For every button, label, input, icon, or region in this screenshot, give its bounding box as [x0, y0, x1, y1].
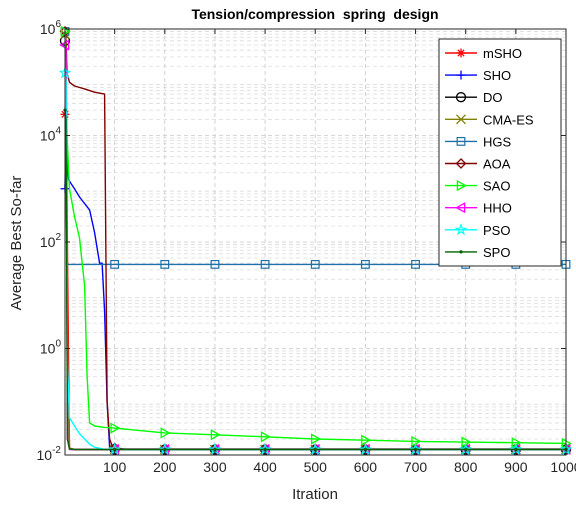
x-tick-label: 200	[153, 459, 177, 475]
legend: mSHO SHO DO CMA-ES HGS AOA SAO HHO PSO SPO	[438, 38, 562, 267]
legend-item-pso: PSO	[445, 223, 510, 238]
data-point	[110, 259, 120, 269]
data-point	[411, 259, 420, 269]
data-point	[113, 447, 117, 452]
legend-marker	[456, 48, 466, 58]
data-point	[361, 434, 372, 446]
x-axis-title: Itration	[292, 486, 338, 503]
y-tick-label: 100	[40, 339, 62, 357]
legend-item-msho: mSHO	[445, 46, 522, 61]
data-point	[263, 447, 267, 452]
legend-label: CMA-ES	[483, 112, 534, 127]
legend-label: HGS	[483, 134, 512, 149]
legend-marker	[455, 92, 467, 103]
x-tick-label: 900	[504, 459, 528, 475]
x-tick-label: 1000	[550, 459, 576, 475]
data-point	[210, 429, 221, 441]
y-axis-title: Average Best So-far	[8, 176, 25, 311]
marker-stroke	[456, 114, 466, 125]
marker-stroke	[457, 49, 465, 57]
y-tick-label: 102	[40, 232, 62, 250]
data-point	[313, 447, 317, 452]
x-tick-label: 600	[354, 459, 378, 475]
series-spo	[63, 108, 568, 452]
y-tick-label: 106	[40, 19, 62, 37]
x-tick-label: 300	[203, 459, 227, 475]
axes: 100 200 300 400 500 600 700 800 900 1000 10-2 100 10…	[37, 19, 576, 475]
legend-label: SPO	[483, 245, 510, 260]
data-point	[160, 259, 170, 269]
data-point	[514, 447, 518, 452]
legend-label: AOA	[483, 157, 511, 172]
legend-item-hgs: HGS	[445, 134, 512, 149]
legend-item-do: DO	[445, 90, 503, 105]
legend-item-aoa: AOA	[445, 157, 511, 172]
legend-marker	[456, 70, 466, 80]
legend-marker	[456, 136, 466, 146]
legend-label: SAO	[483, 179, 510, 194]
data-point	[163, 447, 167, 452]
legend-label: DO	[483, 90, 503, 105]
data-point	[360, 259, 370, 269]
data-point	[363, 447, 367, 452]
legend-marker	[455, 158, 467, 169]
legend-marker	[455, 202, 466, 214]
legend-item-hho: HHO	[445, 201, 512, 216]
legend-label: HHO	[483, 201, 512, 216]
legend-label: PSO	[483, 223, 510, 238]
data-point	[260, 259, 270, 269]
data-point	[160, 427, 171, 439]
legend-item-sho: SHO	[445, 68, 511, 83]
legend-item-spo: SPO	[445, 245, 510, 260]
legend-label: SHO	[483, 68, 511, 83]
data-point	[213, 447, 217, 452]
legend-label: mSHO	[483, 46, 522, 61]
legend-marker	[459, 250, 463, 254]
data-point	[260, 431, 271, 443]
data-point	[310, 259, 320, 269]
data-point	[413, 447, 418, 452]
x-tick-label: 700	[404, 459, 428, 475]
series-line	[64, 31, 567, 445]
legend-item-sao: SAO	[445, 179, 510, 194]
legend-marker	[456, 179, 467, 192]
x-tick-label: 500	[304, 459, 328, 475]
data-point	[110, 422, 121, 434]
data-point	[210, 259, 220, 269]
y-tick-label: 10-2	[37, 445, 62, 463]
data-point	[411, 435, 422, 448]
data-point	[464, 447, 468, 452]
legend-marker	[456, 114, 466, 125]
legend-item-cma-es: CMA-ES	[445, 112, 534, 127]
x-tick-label: 400	[253, 459, 277, 475]
y-tick-label: 104	[40, 126, 62, 144]
x-tick-label: 800	[454, 459, 478, 475]
data-point	[310, 433, 322, 445]
x-tick-label: 100	[103, 459, 127, 475]
legend-marker	[454, 223, 468, 236]
chart-title: Tension/compression spring design	[191, 6, 438, 22]
